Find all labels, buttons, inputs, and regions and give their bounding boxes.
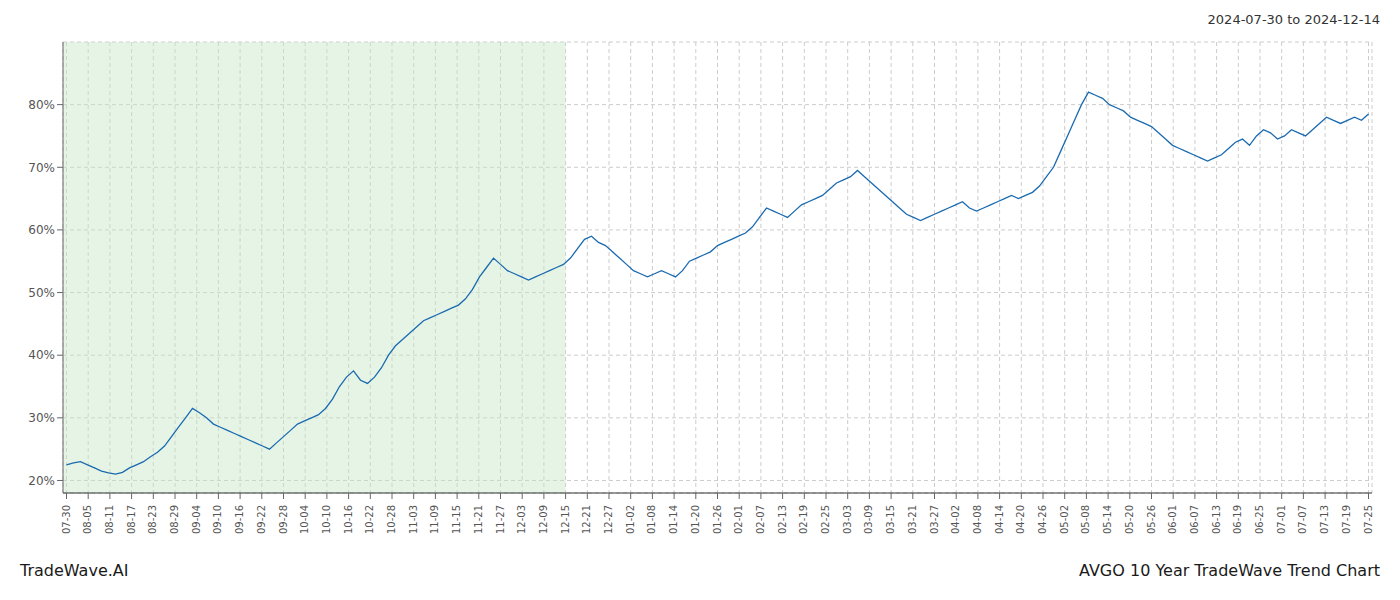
svg-text:11-15: 11-15 [451,505,462,534]
svg-text:05-14: 05-14 [1102,505,1113,534]
svg-text:09-04: 09-04 [191,505,202,534]
svg-text:05-26: 05-26 [1146,505,1157,534]
svg-text:11-27: 11-27 [495,505,506,534]
svg-text:08-23: 08-23 [147,505,158,534]
svg-text:07-30: 07-30 [61,505,72,534]
svg-text:01-14: 01-14 [668,505,679,534]
svg-text:03-03: 03-03 [842,505,853,534]
svg-text:08-29: 08-29 [169,505,180,534]
svg-text:10-04: 10-04 [299,505,310,534]
svg-text:11-03: 11-03 [408,505,419,534]
svg-text:02-19: 02-19 [798,505,809,534]
svg-text:06-07: 06-07 [1189,505,1200,534]
svg-text:04-14: 04-14 [994,505,1005,534]
svg-text:04-20: 04-20 [1015,505,1026,534]
svg-text:07-19: 07-19 [1341,505,1352,534]
svg-text:01-02: 01-02 [625,505,636,534]
svg-text:03-15: 03-15 [885,505,896,534]
svg-text:20%: 20% [28,474,55,488]
svg-text:10-16: 10-16 [343,505,354,534]
svg-text:04-26: 04-26 [1037,505,1048,534]
svg-text:80%: 80% [28,98,55,112]
svg-text:60%: 60% [28,223,55,237]
svg-text:06-13: 06-13 [1211,505,1222,534]
svg-text:01-26: 01-26 [712,505,723,534]
svg-text:10-10: 10-10 [321,505,332,534]
svg-text:07-25: 07-25 [1363,505,1374,534]
svg-text:09-16: 09-16 [234,505,245,534]
svg-text:30%: 30% [28,411,55,425]
svg-text:08-05: 08-05 [82,505,93,534]
html-text:2024-07-30 to 2024-12-14: 2024-07-30 to 2024-12-14 [1207,12,1380,27]
svg-text:03-09: 03-09 [863,505,874,534]
svg-text:08-17: 08-17 [126,505,137,534]
svg-text:02-13: 02-13 [777,505,788,534]
svg-text:09-28: 09-28 [278,505,289,534]
svg-text:12-21: 12-21 [581,505,592,534]
svg-text:40%: 40% [28,348,55,362]
svg-text:12-27: 12-27 [603,505,614,534]
svg-text:01-20: 01-20 [690,505,701,534]
svg-text:03-27: 03-27 [929,505,940,534]
svg-text:11-21: 11-21 [473,505,484,534]
svg-text:50%: 50% [28,286,55,300]
svg-text:05-02: 05-02 [1059,505,1070,534]
svg-text:06-01: 06-01 [1167,505,1178,534]
svg-text:04-08: 04-08 [972,505,983,534]
svg-text:02-01: 02-01 [733,505,744,534]
svg-text:01-08: 01-08 [646,505,657,534]
svg-text:06-19: 06-19 [1232,505,1243,534]
svg-text:03-21: 03-21 [907,505,918,534]
svg-text:02-25: 02-25 [820,505,831,534]
svg-text:05-08: 05-08 [1080,505,1091,534]
svg-text:04-02: 04-02 [950,505,961,534]
html-text:AVGO 10 Year TradeWave Trend C: AVGO 10 Year TradeWave Trend Chart [1079,560,1380,580]
svg-text:12-15: 12-15 [560,505,571,534]
svg-text:06-25: 06-25 [1254,505,1265,534]
svg-text:09-10: 09-10 [212,505,223,534]
svg-text:07-07: 07-07 [1297,505,1308,534]
svg-text:70%: 70% [28,161,55,175]
svg-text:07-13: 07-13 [1319,505,1330,534]
svg-text:09-22: 09-22 [256,505,267,534]
svg-text:10-22: 10-22 [364,505,375,534]
html-text:TradeWave.AI: TradeWave.AI [20,560,129,580]
svg-text:12-03: 12-03 [516,505,527,534]
svg-text:12-09: 12-09 [538,505,549,534]
svg-text:10-28: 10-28 [386,505,397,534]
svg-text:02-07: 02-07 [755,505,766,534]
svg-text:07-01: 07-01 [1276,505,1287,534]
svg-text:08-11: 08-11 [104,505,115,534]
svg-text:05-20: 05-20 [1124,505,1135,534]
svg-text:11-09: 11-09 [429,505,440,534]
